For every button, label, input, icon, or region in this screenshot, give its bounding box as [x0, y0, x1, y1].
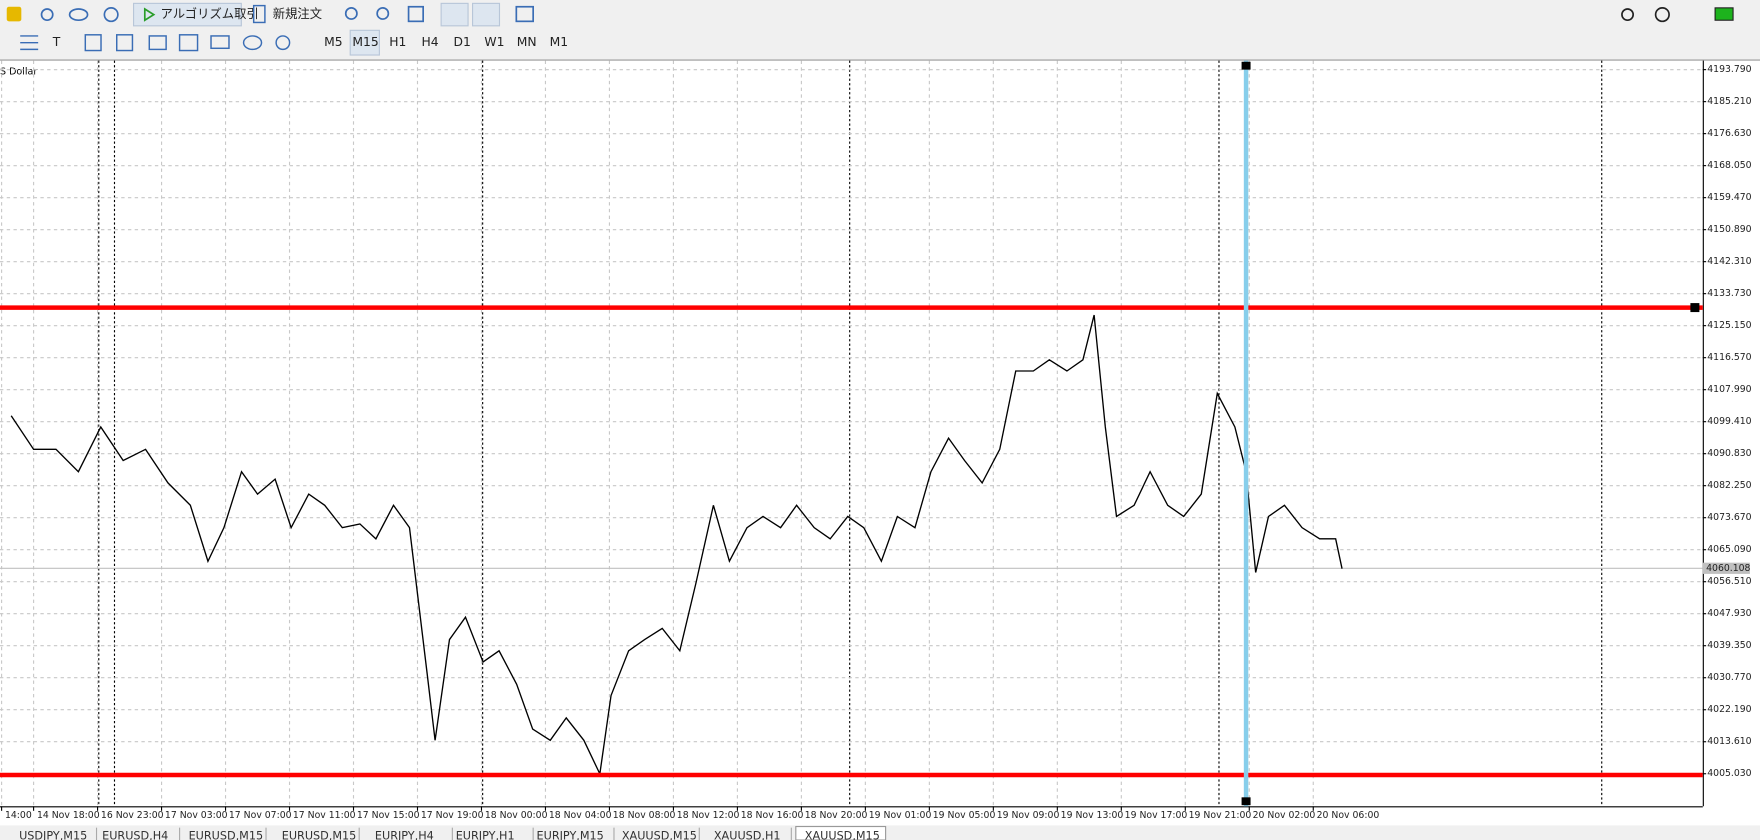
timeframe[interactable]: MN: [517, 35, 537, 49]
screenshot[interactable]: [515, 5, 535, 23]
y-tick-label: 4090.830: [1707, 448, 1751, 459]
x-tick-label: 18 Nov 16:00: [741, 810, 804, 821]
icon-play: [143, 7, 156, 22]
icon-lock[interactable]: [6, 6, 22, 22]
y-tick-label: 4073.670: [1707, 512, 1751, 523]
x-tick-label: 18 Nov 20:00: [805, 810, 868, 821]
toolbar-bg: [0, 0, 1760, 60]
icon-vps[interactable]: [103, 7, 119, 23]
y-tick-label: 4013.610: [1707, 736, 1751, 747]
y-tick-label: 4065.090: [1707, 544, 1751, 555]
icon-cloud[interactable]: [68, 8, 89, 22]
x-tick-label: 17 Nov 07:00: [229, 810, 292, 821]
chart-tab[interactable]: XAUUSD,H1: [714, 830, 781, 840]
y-tick-label: 4168.050: [1707, 160, 1751, 171]
chart-tab[interactable]: EURJPY,H1: [456, 830, 515, 840]
timeframe[interactable]: M1: [550, 35, 568, 49]
x-tick-label: 18 Nov 04:00: [549, 810, 612, 821]
chart-tab[interactable]: USDJPY,M15: [19, 830, 87, 840]
zoom-out[interactable]: [376, 7, 390, 20]
x-tick-label: 19 Nov 21:00: [1189, 810, 1252, 821]
chart-tab[interactable]: EURUSD,H4: [102, 830, 168, 840]
icon-signal[interactable]: [40, 8, 54, 22]
algo-label: アルゴリズム取引: [161, 6, 259, 21]
x-tick-label: 14 Nov 18:00: [37, 810, 100, 821]
x-tick-label: 18 Nov 08:00: [613, 810, 676, 821]
zoom-in[interactable]: [344, 7, 358, 20]
x-tick-label: 19 Nov 17:00: [1125, 810, 1188, 821]
chart-bg: [0, 60, 1703, 807]
x-tick-label: 17 Nov 19:00: [421, 810, 484, 821]
y-tick-label: 4185.210: [1707, 96, 1751, 107]
symbol-label: S Dollar: [0, 66, 37, 77]
y-tick-label: 4082.250: [1707, 480, 1751, 491]
y-tick-label: 4159.470: [1707, 192, 1751, 203]
y-tick-label: 4116.570: [1707, 352, 1751, 363]
timeframe[interactable]: H1: [389, 35, 406, 49]
x-tick-label: 14:00: [5, 810, 32, 821]
x-tick-label: 17 Nov 11:00: [293, 810, 356, 821]
x-tick-label: 19 Nov 01:00: [869, 810, 932, 821]
x-tick-label: 18 Nov 12:00: [677, 810, 740, 821]
y-tick-label: 4099.410: [1707, 416, 1751, 427]
chart-tab[interactable]: EURUSD,M15: [282, 830, 357, 840]
y-tick-label: 4107.990: [1707, 384, 1751, 395]
x-tick-label: 19 Nov 05:00: [933, 810, 996, 821]
timeframe-active: [349, 29, 380, 56]
order-label: 新規注文: [273, 6, 322, 21]
x-tick-label: 19 Nov 09:00: [997, 810, 1060, 821]
y-tick-label: 4176.630: [1707, 128, 1751, 139]
active-tab[interactable]: [795, 825, 887, 840]
shift-button[interactable]: [471, 2, 501, 27]
x-tick-label: 19 Nov 13:00: [1061, 810, 1124, 821]
x-tick-label: 16 Nov 23:00: [101, 810, 164, 821]
chart-tab[interactable]: XAUUSD,M15: [805, 830, 880, 840]
x-tick-label: 17 Nov 03:00: [165, 810, 228, 821]
period-separators: [98, 60, 1603, 807]
y-tick-label: 4047.930: [1707, 608, 1751, 619]
vline-handle[interactable]: [1241, 61, 1251, 70]
level-handle[interactable]: [1690, 303, 1700, 313]
drawing-tools[interactable]: [20, 34, 291, 52]
chart-tab[interactable]: EURJPY,M15: [537, 830, 604, 840]
icon-order[interactable]: [252, 4, 266, 24]
battery: [1714, 7, 1734, 21]
y-tick-label: 4142.310: [1707, 256, 1751, 267]
scroll-button[interactable]: [440, 2, 469, 27]
y-tick-label: 4056.510: [1707, 576, 1751, 587]
price-line: [10, 314, 1343, 777]
timeframe[interactable]: M15: [352, 35, 378, 49]
y-tick-label: 4030.770: [1707, 672, 1751, 683]
chart-tab[interactable]: EURJPY,H4: [375, 830, 434, 840]
y-tick-label: 4039.350: [1707, 640, 1751, 651]
x-tick-label: 18 Nov 00:00: [485, 810, 548, 821]
bid-label: 4060.108: [1706, 563, 1750, 574]
timeframe[interactable]: M5: [324, 35, 342, 49]
timeframe[interactable]: W1: [484, 35, 504, 49]
algo-button[interactable]: [133, 2, 242, 27]
y-tick-label: 4022.190: [1707, 704, 1751, 715]
tile[interactable]: [407, 5, 425, 23]
timeframe[interactable]: D1: [454, 35, 471, 49]
x-tick-label: 20 Nov 06:00: [1317, 810, 1380, 821]
y-tick-label: 4150.890: [1707, 224, 1751, 235]
chart-tab[interactable]: XAUUSD,M15: [622, 830, 697, 840]
vline-handle[interactable]: [1241, 797, 1251, 806]
y-tick-label: 4125.150: [1707, 320, 1751, 331]
search[interactable]: [1621, 8, 1635, 22]
y-tick-label: 4133.730: [1707, 288, 1751, 299]
timeframe[interactable]: H4: [421, 35, 438, 49]
chart-tab[interactable]: EURUSD,M15: [189, 830, 264, 840]
bid-tag: [1702, 562, 1750, 574]
y-tick-label: 4005.030: [1707, 768, 1751, 779]
text-tool[interactable]: T: [52, 35, 61, 49]
account[interactable]: [1654, 7, 1670, 23]
x-tick-label: 20 Nov 02:00: [1253, 810, 1316, 821]
x-tick-label: 17 Nov 15:00: [357, 810, 420, 821]
y-tick-label: 4193.790: [1707, 64, 1751, 75]
